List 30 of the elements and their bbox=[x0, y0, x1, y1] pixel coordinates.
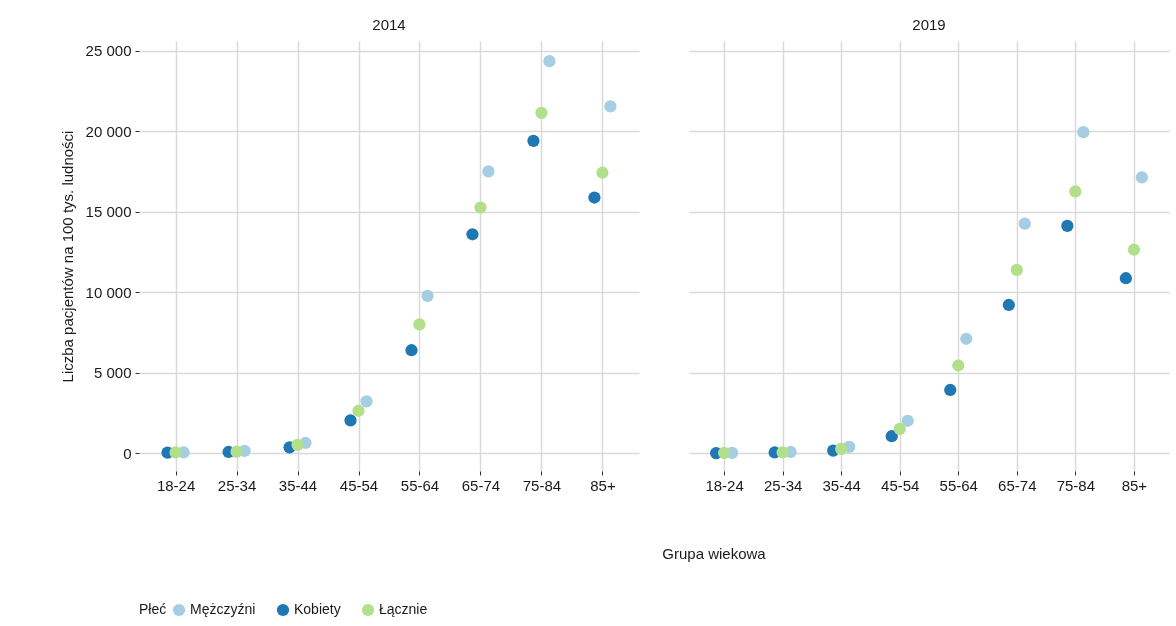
x-tick-label: 25-34 bbox=[217, 476, 257, 494]
x-tick-label: 55-64 bbox=[939, 476, 978, 494]
y-axis-title: Liczba pacjentów na 100 tys. ludności bbox=[58, 130, 76, 383]
y-tick-label: 15 000 bbox=[85, 203, 132, 221]
chart-title: 2014 bbox=[372, 16, 406, 33]
x-tick-label: 35-44 bbox=[822, 476, 861, 494]
legend-label: Mężczyźni bbox=[190, 601, 256, 617]
x-tick-label: 18-24 bbox=[156, 476, 196, 494]
x-tick-label: 35-44 bbox=[278, 476, 318, 494]
y-tick-label: 5 000 bbox=[93, 364, 132, 382]
x-tick-label: 18-24 bbox=[705, 476, 744, 494]
legend-label: Łącznie bbox=[379, 601, 428, 617]
x-tick-label: 75-84 bbox=[522, 476, 562, 494]
y-tick-label: 25 000 bbox=[85, 42, 132, 60]
x-tick-label: 85+ bbox=[1121, 476, 1148, 494]
x-tick-label: 65-74 bbox=[998, 476, 1037, 494]
y-tick-label: 0 bbox=[123, 444, 132, 462]
x-axis-title: Grupa wiekowa bbox=[662, 545, 767, 562]
x-tick-label: 85+ bbox=[590, 476, 616, 494]
chart-title: 2019 bbox=[912, 16, 946, 33]
x-tick-label: 65-74 bbox=[461, 476, 501, 494]
x-tick-label: 75-84 bbox=[1056, 476, 1096, 494]
legend-label: Kobiety bbox=[294, 601, 341, 617]
x-tick-label: 45-54 bbox=[339, 476, 379, 494]
y-tick-label: 20 000 bbox=[85, 122, 132, 140]
x-tick-label: 25-34 bbox=[763, 476, 803, 494]
y-tick-label: 10 000 bbox=[85, 283, 132, 301]
x-tick-label: 55-64 bbox=[400, 476, 440, 494]
legend-title: Płeć bbox=[139, 601, 167, 617]
x-tick-label: 45-54 bbox=[881, 476, 920, 494]
